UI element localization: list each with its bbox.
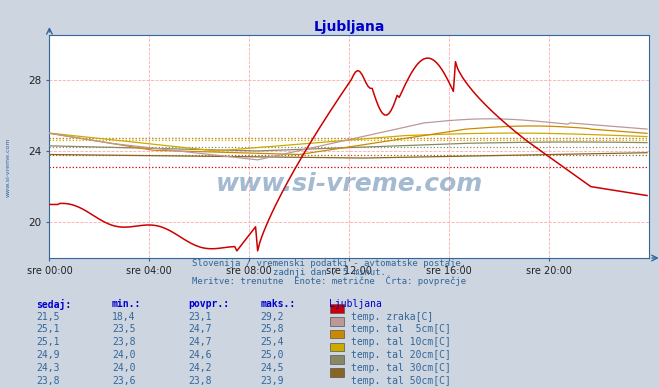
Text: Meritve: trenutne  Enote: metrične  Črta: povprečje: Meritve: trenutne Enote: metrične Črta: … xyxy=(192,275,467,286)
Text: 24,5: 24,5 xyxy=(260,363,284,373)
Text: 23,8: 23,8 xyxy=(112,337,136,347)
Text: www.si-vreme.com: www.si-vreme.com xyxy=(215,172,483,196)
Text: 21,5: 21,5 xyxy=(36,312,60,322)
Text: 23,6: 23,6 xyxy=(112,376,136,386)
Text: 24,7: 24,7 xyxy=(188,337,212,347)
Text: min.:: min.: xyxy=(112,299,142,309)
Text: maks.:: maks.: xyxy=(260,299,295,309)
Text: 29,2: 29,2 xyxy=(260,312,284,322)
Text: 23,5: 23,5 xyxy=(112,324,136,334)
Text: 25,8: 25,8 xyxy=(260,324,284,334)
Text: temp. tal 20cm[C]: temp. tal 20cm[C] xyxy=(351,350,451,360)
Text: temp. tal 10cm[C]: temp. tal 10cm[C] xyxy=(351,337,451,347)
Text: temp. tal  5cm[C]: temp. tal 5cm[C] xyxy=(351,324,451,334)
Text: Slovenija / vremenski podatki - avtomatske postaje.: Slovenija / vremenski podatki - avtomats… xyxy=(192,259,467,268)
Text: 23,1: 23,1 xyxy=(188,312,212,322)
Text: 24,3: 24,3 xyxy=(36,363,60,373)
Text: 23,8: 23,8 xyxy=(188,376,212,386)
Text: 25,4: 25,4 xyxy=(260,337,284,347)
Text: 24,2: 24,2 xyxy=(188,363,212,373)
Text: 23,8: 23,8 xyxy=(36,376,60,386)
Text: 24,9: 24,9 xyxy=(36,350,60,360)
Text: 24,0: 24,0 xyxy=(112,350,136,360)
Text: temp. tal 50cm[C]: temp. tal 50cm[C] xyxy=(351,376,451,386)
Text: 24,7: 24,7 xyxy=(188,324,212,334)
Text: zadnji dan / 5 minut.: zadnji dan / 5 minut. xyxy=(273,268,386,277)
Text: 24,0: 24,0 xyxy=(112,363,136,373)
Text: 18,4: 18,4 xyxy=(112,312,136,322)
Text: 25,0: 25,0 xyxy=(260,350,284,360)
Text: sedaj:: sedaj: xyxy=(36,299,71,310)
Text: 25,1: 25,1 xyxy=(36,337,60,347)
Text: www.si-vreme.com: www.si-vreme.com xyxy=(5,137,11,197)
Text: temp. zraka[C]: temp. zraka[C] xyxy=(351,312,433,322)
Text: 24,6: 24,6 xyxy=(188,350,212,360)
Title: Ljubljana: Ljubljana xyxy=(314,20,385,34)
Text: 23,9: 23,9 xyxy=(260,376,284,386)
Text: temp. tal 30cm[C]: temp. tal 30cm[C] xyxy=(351,363,451,373)
Text: 25,1: 25,1 xyxy=(36,324,60,334)
Text: Ljubljana: Ljubljana xyxy=(330,299,382,309)
Text: povpr.:: povpr.: xyxy=(188,299,229,309)
